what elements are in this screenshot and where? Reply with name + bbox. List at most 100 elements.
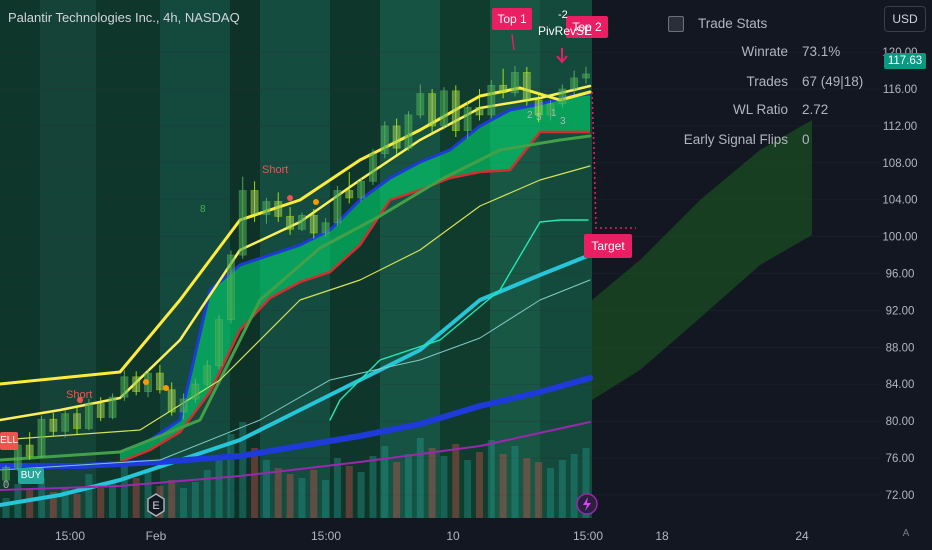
candle-body xyxy=(155,372,164,391)
top1-pointer xyxy=(511,33,515,51)
volume-bar xyxy=(452,444,460,518)
candle-body xyxy=(570,77,579,90)
volume-bar xyxy=(262,460,270,518)
candle-body xyxy=(2,466,10,481)
earnings-icon[interactable]: E xyxy=(146,493,166,517)
volume-bar xyxy=(191,482,199,518)
y-tick-label: 72.00 xyxy=(886,490,915,502)
candlestick-series xyxy=(2,65,590,486)
volume-bar xyxy=(440,456,448,518)
candle-body xyxy=(191,383,200,400)
candle-body xyxy=(369,153,377,182)
candle-body xyxy=(392,125,401,149)
volume-bar xyxy=(144,472,152,518)
earnings-glyph: E xyxy=(147,493,165,517)
candle-body xyxy=(179,398,188,413)
candle-body xyxy=(203,365,212,385)
candle-body xyxy=(345,190,354,199)
trade-stats-title: Trade Stats xyxy=(698,16,768,31)
volume-bar xyxy=(428,448,436,518)
volume-bar xyxy=(215,458,223,518)
auto-scale-button[interactable]: A xyxy=(902,528,910,539)
x-tick-label: 24 xyxy=(795,529,809,543)
volume-bar xyxy=(523,458,531,518)
stats-row-trades: Trades 67 (49|18) xyxy=(668,74,880,96)
volume-bar xyxy=(582,448,590,518)
volume-bar xyxy=(570,454,578,518)
volume-bar xyxy=(369,456,377,518)
last-price-tag: 117.63 xyxy=(884,53,926,69)
volume-bar xyxy=(274,468,282,518)
top1-label: Top 1 xyxy=(492,8,532,30)
currency-button[interactable]: USD xyxy=(884,6,926,32)
earnings-icon-letter: E xyxy=(152,500,159,512)
cyan-ma-line xyxy=(0,253,592,507)
signal-dot xyxy=(163,385,169,391)
stats-label: WL Ratio xyxy=(732,102,788,117)
volume-bar xyxy=(168,480,176,518)
count-label: 8 xyxy=(200,204,206,215)
stats-value: 67 (49|18) xyxy=(802,74,864,89)
stats-row-wl-ratio: WL Ratio 2.72 xyxy=(668,102,880,124)
chart-title: Palantir Technologies Inc., 4h, NASDAQ xyxy=(8,10,240,25)
background-stripe xyxy=(96,0,160,518)
volume-bar xyxy=(345,466,353,518)
teal-ma-line xyxy=(0,279,591,471)
y-tick-label: 92.00 xyxy=(886,305,915,317)
volume-bar xyxy=(132,478,140,518)
volume-bar xyxy=(558,460,566,518)
candle-body xyxy=(25,444,34,457)
background-stripe xyxy=(440,0,490,518)
y-tick-label: 84.00 xyxy=(886,379,915,391)
sell-signal-label: ELL xyxy=(0,432,18,450)
x-tick-label: 10 xyxy=(446,529,460,543)
candle-body xyxy=(250,190,259,215)
candle-body xyxy=(440,90,448,127)
volume-bar xyxy=(73,494,81,518)
volume-bar xyxy=(381,446,389,518)
candle-body xyxy=(546,103,555,116)
stats-row-winrate: Winrate 73.1% xyxy=(668,44,880,66)
y-tick-label: 108.00 xyxy=(882,158,917,170)
stats-value: 73.1% xyxy=(802,44,841,59)
candle-body xyxy=(499,84,508,94)
forecast-band xyxy=(592,120,812,400)
volume-bar xyxy=(2,498,10,518)
signal-dot xyxy=(143,379,149,385)
signal-dot xyxy=(77,397,83,403)
volume-bar xyxy=(26,490,34,518)
volume-bar xyxy=(535,462,543,518)
candle-body xyxy=(309,215,318,234)
background-stripe xyxy=(160,0,230,518)
volume-bar xyxy=(49,492,57,518)
signal-dot xyxy=(313,199,319,205)
count-label: 2 xyxy=(527,110,533,121)
y-tick-label: 96.00 xyxy=(886,269,915,281)
stats-value: 2.72 xyxy=(802,102,829,117)
volume-bar xyxy=(310,470,318,518)
candle-body xyxy=(167,389,176,413)
bolt-icon[interactable] xyxy=(576,493,598,515)
x-tick-label: 15:00 xyxy=(55,529,85,543)
y-tick-label: 100.00 xyxy=(882,232,917,244)
stats-value: 0 xyxy=(802,132,810,147)
candle-body xyxy=(475,107,484,116)
signal-dot xyxy=(287,195,293,201)
candle-body xyxy=(333,190,342,224)
ribbon-cloud xyxy=(119,92,591,464)
candle-body xyxy=(522,72,531,101)
signal-markers xyxy=(77,33,568,403)
count-label: 0 xyxy=(3,479,10,491)
candle-body xyxy=(262,201,271,215)
buy-signal-label: BUY xyxy=(18,468,44,484)
stats-label: Trades xyxy=(746,74,788,89)
x-tick-label: 18 xyxy=(655,529,669,543)
y-tick-label: 80.00 xyxy=(886,416,915,428)
short-signal-label: Short xyxy=(66,389,93,401)
candle-body xyxy=(37,418,46,457)
candle-body xyxy=(487,84,496,116)
minus2-label: -2 xyxy=(558,9,568,21)
chart-icon xyxy=(668,16,684,32)
volume-bar xyxy=(109,482,117,518)
